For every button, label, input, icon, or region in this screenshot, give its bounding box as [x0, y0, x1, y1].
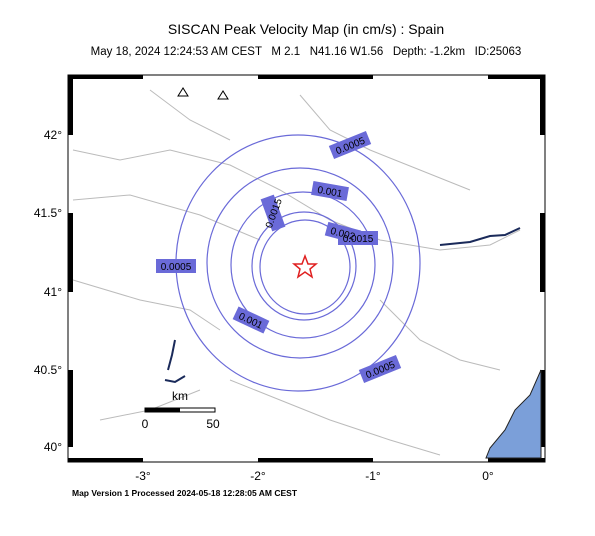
subtitle: May 18, 2024 12:24:53 AM CEST M 2.1 N41.…: [91, 46, 522, 58]
y-label: 41°: [44, 285, 62, 299]
scale-start: 0: [142, 417, 149, 431]
title: SISCAN Peak Velocity Map (in cm/s) : Spa…: [168, 21, 444, 37]
footer: Map Version 1 Processed 2024-05-18 12:28…: [72, 488, 298, 498]
x-axis: -3° -2° -1° 0°: [135, 469, 494, 483]
contour-label: 0.001: [316, 185, 343, 200]
scale-bar: km 0 50: [142, 389, 220, 431]
x-label: -1°: [365, 469, 381, 483]
y-axis: 42° 41.5° 41° 40.5° 40°: [34, 128, 62, 454]
x-label: -2°: [250, 469, 266, 483]
x-label: 0°: [482, 469, 494, 483]
y-label: 41.5°: [34, 206, 62, 220]
epicenter: [291, 253, 319, 279]
map-area: 0.0005 0.001 0.0015 0.002 0.0015 0.0005 …: [67, 74, 546, 463]
scale-end: 50: [206, 417, 220, 431]
contour-label: 0.0015: [343, 234, 374, 245]
y-label: 42°: [44, 128, 62, 142]
scale-unit: km: [172, 389, 188, 403]
contour-label: 0.0005: [161, 262, 192, 273]
y-label: 40°: [44, 440, 62, 454]
x-label: -3°: [135, 469, 151, 483]
y-label: 40.5°: [34, 363, 62, 377]
